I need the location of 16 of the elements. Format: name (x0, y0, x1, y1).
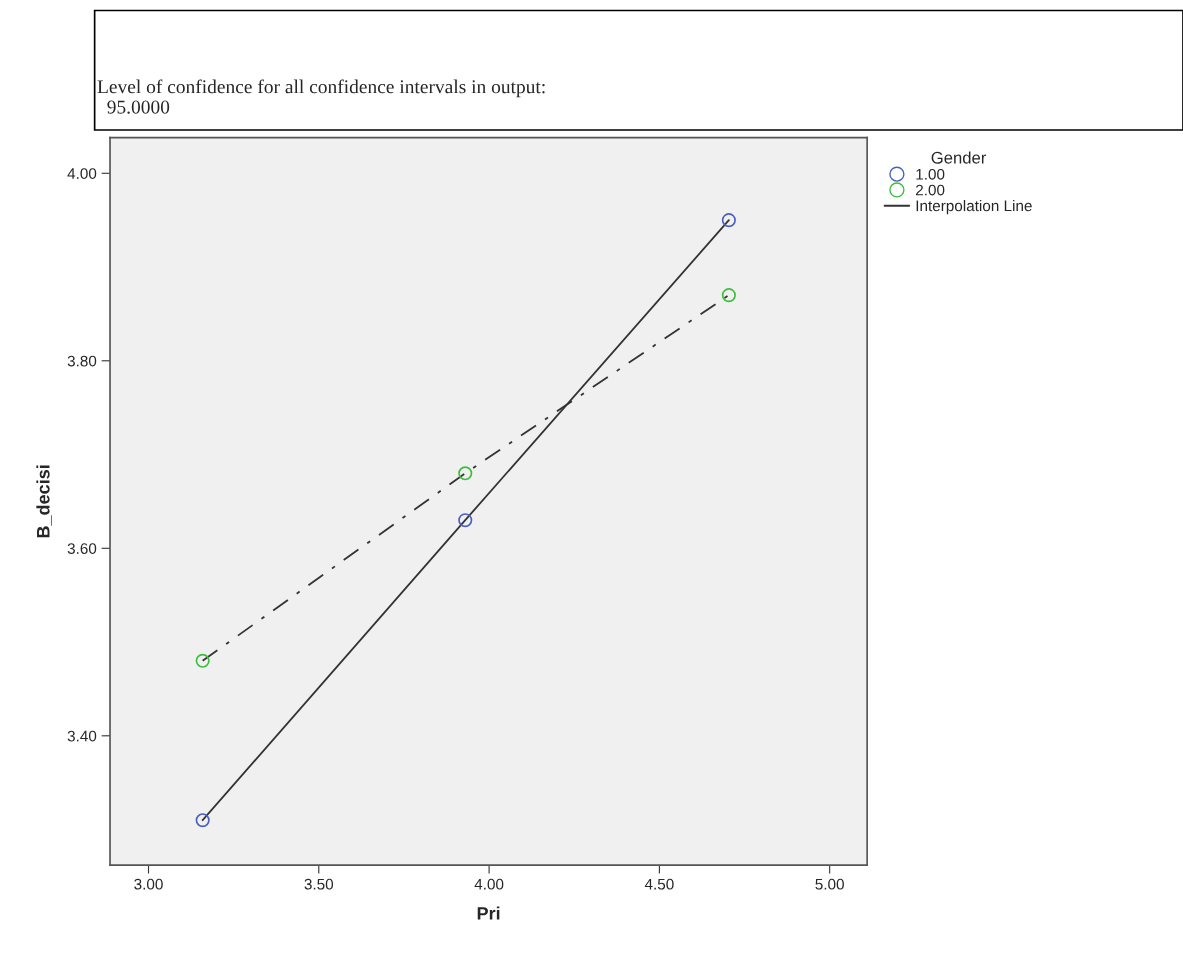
legend-title: Gender (931, 151, 987, 164)
x-axis-title: Pri (477, 906, 500, 920)
x-tick-label: 4.00 (474, 878, 504, 890)
legend-label: 1.00 (916, 168, 945, 180)
y-tick-label: 4.00 (67, 168, 97, 179)
y-tick-label: 3.60 (67, 543, 97, 554)
x-tick-label: 3.50 (304, 878, 334, 890)
text: Level of confidence for all confidence intervals in output: 95.0000 (97, 79, 545, 114)
x-tick-label: 5.00 (815, 878, 844, 890)
y-tick-label: 3.80 (67, 355, 97, 367)
x-tick-label: 4.50 (644, 878, 674, 890)
legend-label: 2.00 (916, 184, 945, 196)
x-tick-label: 3.00 (134, 878, 163, 890)
y-tick-label: 3.40 (67, 730, 97, 742)
y-axis-title: B_decisi (36, 465, 52, 538)
legend-label: Interpolation Line (916, 200, 1032, 215)
